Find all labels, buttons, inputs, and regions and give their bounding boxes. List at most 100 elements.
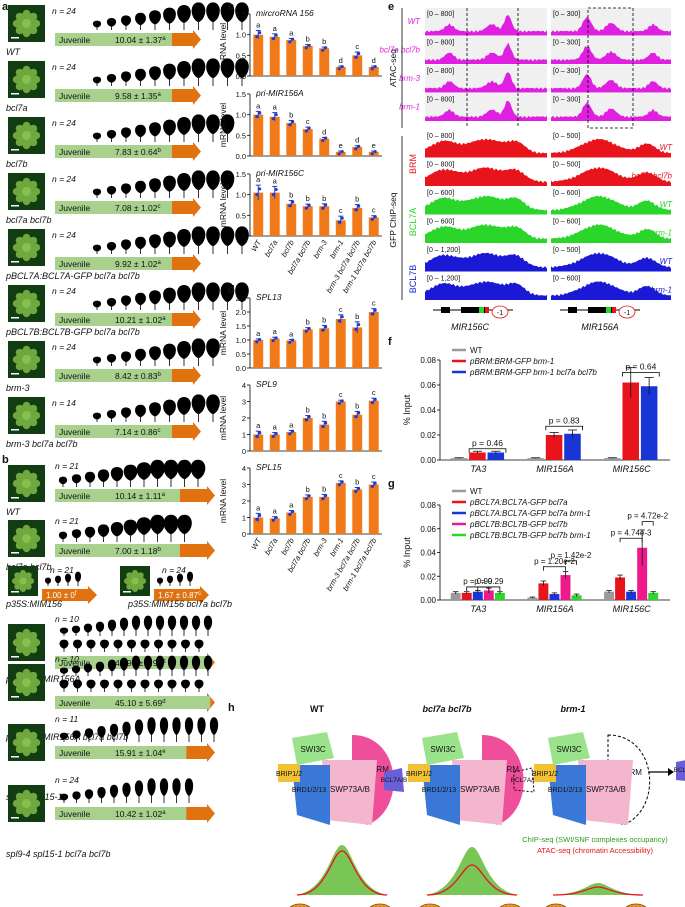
bar	[286, 432, 297, 451]
panel-letter-h: h	[228, 702, 235, 714]
significance-letter: a	[157, 92, 161, 98]
leaf-silhouette	[206, 282, 220, 310]
data-point	[288, 341, 292, 345]
leaf-silhouette	[59, 639, 69, 652]
track-range: [0 – 800]	[427, 40, 454, 47]
rosette-center	[22, 678, 31, 687]
scale-bar	[11, 261, 19, 263]
leaf-silhouette	[84, 526, 96, 542]
adult-arrow	[186, 804, 215, 823]
adult-arrow	[171, 142, 201, 161]
y-tick-label: 2.5	[236, 294, 246, 303]
panel-e: e [0 – 800] [0 – 300] WT [0 – 800] [0 – 300] b…	[380, 1, 674, 332]
significance-letter: d	[372, 56, 376, 65]
significance-bracket	[619, 537, 643, 543]
leaf-silhouette	[209, 717, 219, 742]
juvenile-label: Juvenile	[59, 427, 90, 437]
leaf-silhouette	[86, 679, 96, 692]
bar	[302, 129, 313, 156]
leaf-silhouette	[150, 514, 165, 542]
significance-letter: c	[198, 591, 201, 597]
genotype-label: pBCL7B:BCL7B-GFP bcl7a bcl7b	[5, 327, 140, 337]
atac-peak	[296, 850, 388, 896]
significance-letter: b	[306, 406, 310, 415]
significance-bracket	[565, 560, 577, 565]
leaf-silhouette	[106, 129, 117, 142]
leaf-silhouette	[136, 462, 152, 487]
significance-letter: b	[355, 401, 359, 410]
subunit-bcl7: BCL7A/B	[511, 777, 538, 784]
panel-letter-a: a	[2, 1, 9, 13]
rosette-center	[19, 577, 27, 585]
leaf-silhouette	[177, 4, 191, 30]
leaf-silhouette	[84, 789, 94, 803]
juvenile-label: Juvenile	[59, 315, 90, 325]
region-box	[587, 7, 634, 129]
leaf-count-value: 15.91 ± 1.04e	[115, 748, 166, 758]
leaf-silhouette	[71, 625, 81, 636]
leaf-silhouette	[191, 170, 206, 198]
significance-letter: b	[289, 190, 293, 199]
leaf-silhouette	[180, 679, 191, 692]
bar	[286, 512, 297, 534]
track-range: [0 – 500]	[553, 247, 580, 254]
y-tick-label: 0.00	[420, 596, 436, 605]
adult-arrow	[171, 422, 201, 441]
leaf-silhouette	[110, 521, 124, 542]
subunit-bcl7-absent	[513, 767, 535, 793]
juvenile-arrow	[55, 696, 211, 709]
data-point	[321, 328, 325, 332]
significance-letter: b	[322, 411, 326, 420]
bar	[469, 452, 486, 460]
data-point	[354, 327, 358, 331]
leaf-silhouette	[120, 15, 132, 30]
y-axis-label: % Input	[402, 537, 412, 568]
leaf-silhouette	[136, 517, 152, 542]
atac-peak	[552, 886, 644, 896]
subunit-swp73: SWP73A/B	[330, 785, 370, 794]
y-tick-label: 1	[242, 514, 246, 523]
leaf-silhouette	[106, 297, 117, 310]
panel-letter-f: f	[388, 336, 392, 348]
p-value: p = 0.64	[625, 362, 656, 372]
significance-letter: c	[157, 204, 160, 210]
y-axis-label: mRNA level	[218, 311, 228, 356]
leaf-silhouette	[97, 469, 110, 487]
legend-label: pBCL7A:BCL7A-GFP bcl7a	[469, 498, 568, 507]
leaf-silhouette	[58, 531, 68, 542]
y-tick-label: 3	[242, 398, 246, 407]
data-point	[324, 494, 328, 498]
sample-name: WT	[660, 143, 674, 152]
y-tick-label: 1	[242, 431, 246, 440]
chart-title: SPL15	[256, 462, 282, 472]
data-point	[255, 340, 259, 344]
bar	[545, 435, 563, 460]
data-point	[321, 497, 325, 501]
bar	[352, 414, 363, 451]
data-point	[255, 115, 259, 119]
data-point	[354, 415, 358, 419]
leaf-silhouette	[83, 663, 93, 676]
y-tick-label: 0	[242, 530, 246, 539]
signal-track	[425, 138, 547, 158]
y-tick-label: 0.06	[420, 381, 436, 390]
exon	[441, 307, 450, 313]
signal-track	[551, 166, 671, 186]
bar	[286, 340, 297, 368]
data-point	[357, 486, 361, 490]
panel-h: h WT BRM SWP73A/B BRD1/2/13 BRIP1/2 SWI3C BCL7A…	[228, 702, 685, 907]
bar	[253, 517, 264, 534]
rosette-center	[22, 355, 31, 364]
leaf-silhouette	[54, 575, 62, 586]
leaf-silhouette	[106, 241, 117, 254]
leaf-silhouette	[120, 295, 132, 310]
track-range: [0 – 600]	[553, 219, 580, 226]
bar	[302, 418, 313, 451]
signal-track	[551, 195, 671, 215]
leaf-silhouette	[92, 20, 102, 30]
bar	[450, 458, 468, 460]
data-point	[340, 64, 344, 68]
significance-letter: d	[322, 127, 326, 136]
leaf-silhouette	[92, 188, 102, 198]
subunit-brip-shape	[278, 764, 300, 782]
